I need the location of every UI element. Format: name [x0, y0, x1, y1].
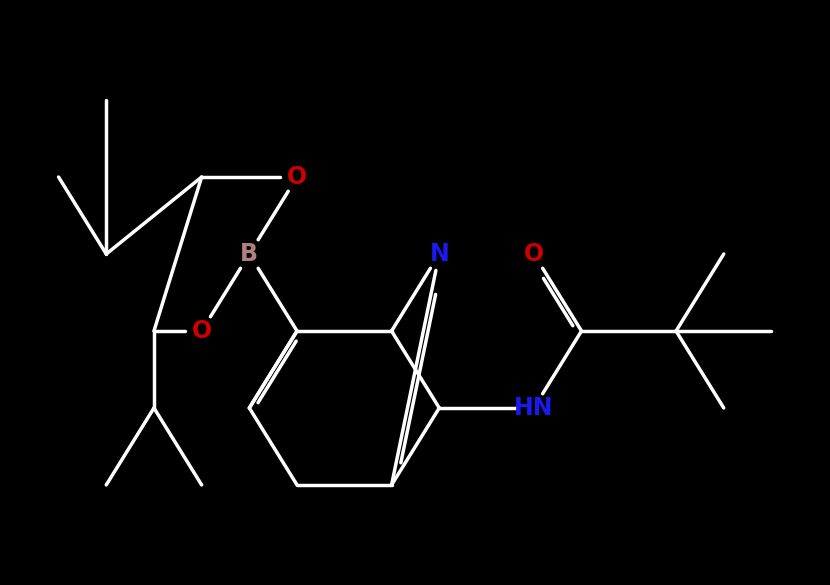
- Text: B: B: [241, 242, 258, 266]
- Text: N: N: [429, 242, 449, 266]
- Text: O: O: [287, 165, 307, 189]
- Text: O: O: [192, 319, 212, 343]
- Text: HN: HN: [514, 396, 554, 420]
- Text: O: O: [524, 242, 544, 266]
